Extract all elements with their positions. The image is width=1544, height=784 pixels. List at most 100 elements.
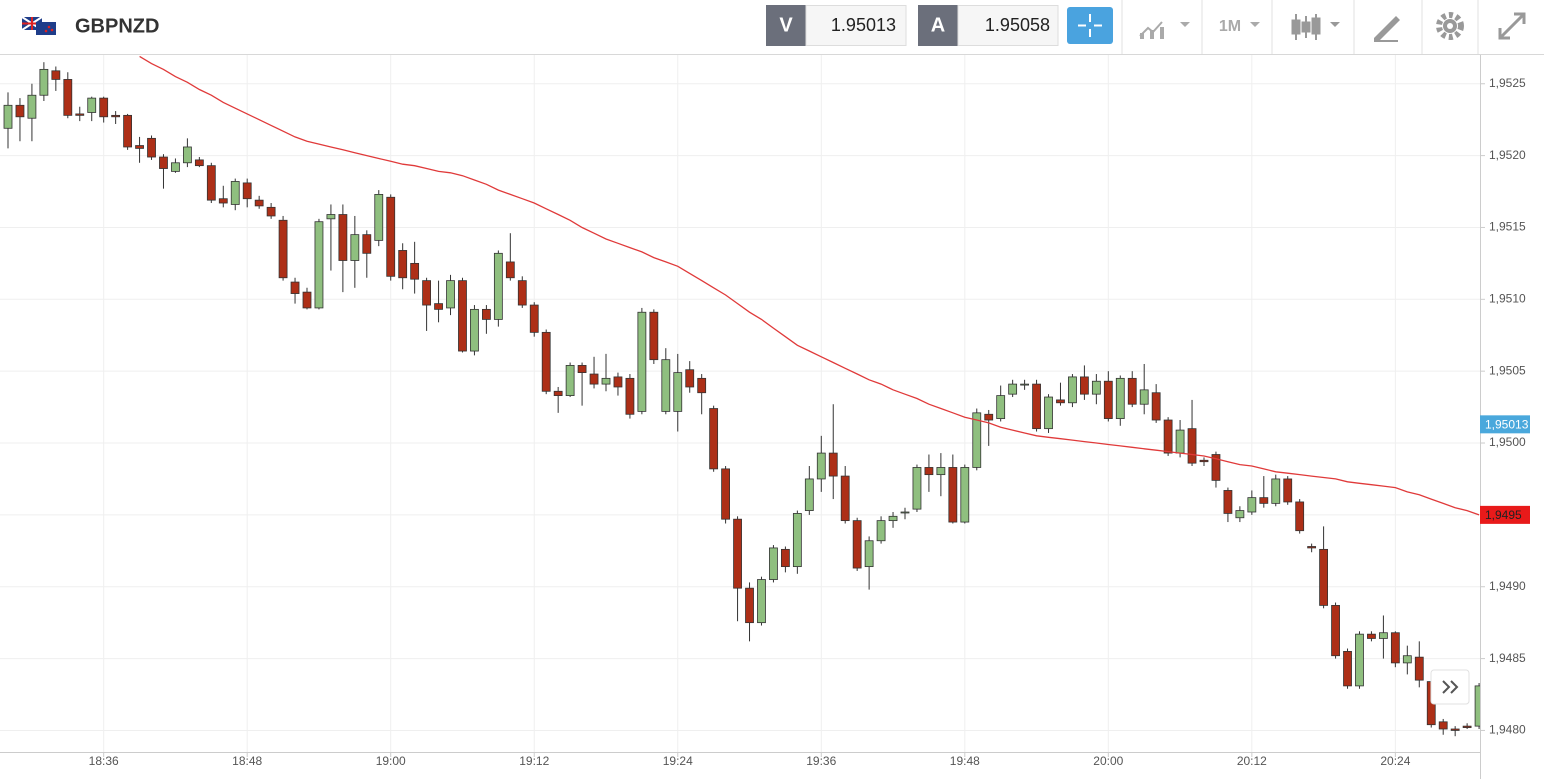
candle-body	[876, 520, 886, 542]
candle-body	[1355, 633, 1364, 687]
candle-body	[1307, 546, 1317, 549]
ask-box[interactable]	[957, 5, 1059, 46]
candle-body	[338, 214, 348, 261]
candle-body	[1091, 380, 1101, 395]
timeframe-caret	[1250, 22, 1260, 27]
ask-price: 1.95058	[985, 15, 1050, 35]
candle-body	[721, 468, 730, 520]
candle-body	[171, 162, 180, 172]
timeframe[interactable]: 1M	[1219, 18, 1241, 35]
candle-body	[314, 221, 324, 309]
candle-body	[1247, 497, 1257, 513]
candle-body	[27, 94, 37, 119]
candle-body	[1056, 399, 1065, 404]
candle-body	[398, 250, 408, 279]
settings-button[interactable]	[1436, 12, 1464, 40]
candle-body	[1402, 655, 1412, 664]
candle-body	[1343, 651, 1352, 687]
candle-body	[481, 308, 491, 320]
candle-body	[1414, 656, 1424, 681]
candle-body	[1211, 454, 1221, 481]
candle-body	[685, 369, 695, 388]
candle-body	[206, 165, 216, 201]
candle-body	[864, 540, 874, 568]
candle-body	[422, 280, 432, 306]
candle-body	[15, 104, 25, 118]
candle-body	[218, 198, 228, 204]
symbol: GBPNZD	[75, 15, 159, 37]
candle-body	[1259, 497, 1269, 504]
candle-body	[745, 587, 754, 624]
crosshair-button[interactable]	[1067, 7, 1113, 44]
chart-type-button[interactable]	[1139, 21, 1190, 39]
candle-body	[1235, 510, 1245, 519]
candle-body	[816, 452, 826, 480]
candle-body	[1223, 490, 1233, 514]
candle-body	[493, 252, 503, 320]
candle-body	[266, 206, 276, 217]
candle-body	[792, 513, 802, 568]
candle-body	[123, 114, 132, 148]
y-tick-label: 1,9515	[1489, 220, 1526, 234]
candle-body	[446, 280, 455, 309]
candle-body	[972, 412, 982, 468]
candle-body	[757, 579, 766, 624]
ask-label: A	[931, 14, 945, 36]
price-tag-label: 1,95013	[1485, 418, 1529, 432]
candle-body	[1390, 632, 1400, 664]
candle-body	[828, 452, 838, 477]
candle-body	[111, 114, 121, 118]
candle-body	[996, 395, 1006, 419]
candle-body	[63, 79, 73, 116]
candle-body	[541, 331, 551, 392]
candle-body	[1283, 478, 1293, 503]
candle-body	[1127, 377, 1137, 405]
candle-style-button[interactable]	[1291, 14, 1340, 40]
price-tag	[1480, 505, 1530, 524]
candle-body	[386, 196, 396, 277]
candle-body	[1032, 383, 1041, 430]
scroll-latest-button[interactable]	[1430, 669, 1470, 705]
candle-body	[278, 219, 288, 279]
candle-body	[1020, 383, 1029, 386]
x-tick-label: 18:36	[89, 754, 119, 768]
candle-body	[709, 408, 719, 470]
bid-label: V	[779, 14, 793, 36]
candle-body	[1331, 605, 1340, 657]
candle-body	[302, 291, 312, 309]
candle-body	[1139, 389, 1149, 405]
candle-body	[733, 518, 742, 589]
x-tick-label: 19:36	[806, 754, 836, 768]
candle-body	[1044, 396, 1053, 430]
fullscreen-button[interactable]	[1498, 12, 1526, 40]
bid-label-box	[766, 5, 806, 46]
candle-body	[1295, 501, 1305, 532]
candle-body	[230, 181, 240, 205]
candle-body	[350, 234, 360, 261]
candle-body	[769, 547, 778, 580]
x-tick-label: 19:48	[950, 754, 980, 768]
candle-body	[3, 104, 13, 129]
candle-body	[410, 262, 420, 280]
bid-price: 1.95013	[831, 15, 896, 35]
candle-body	[1474, 685, 1480, 727]
candle-body	[840, 475, 850, 522]
x-tick-label: 19:24	[663, 754, 693, 768]
candle-body	[1438, 721, 1448, 730]
candle-body	[1103, 380, 1113, 419]
candle-body	[661, 359, 671, 412]
candle-body	[194, 159, 204, 167]
candle-body	[649, 311, 659, 361]
drawing-tool-button[interactable]	[1374, 16, 1400, 42]
candle-body	[75, 113, 85, 116]
candle-body	[39, 68, 49, 96]
bid-box[interactable]	[805, 5, 907, 46]
candle-body	[1462, 725, 1472, 728]
y-tick-label: 1,9485	[1489, 651, 1526, 665]
candle-body	[326, 214, 336, 220]
candle-body	[1008, 383, 1018, 395]
x-tick-label: 18:48	[232, 754, 262, 768]
candle-body	[1271, 478, 1281, 504]
candle-body	[673, 372, 683, 412]
candle-body	[960, 467, 970, 523]
